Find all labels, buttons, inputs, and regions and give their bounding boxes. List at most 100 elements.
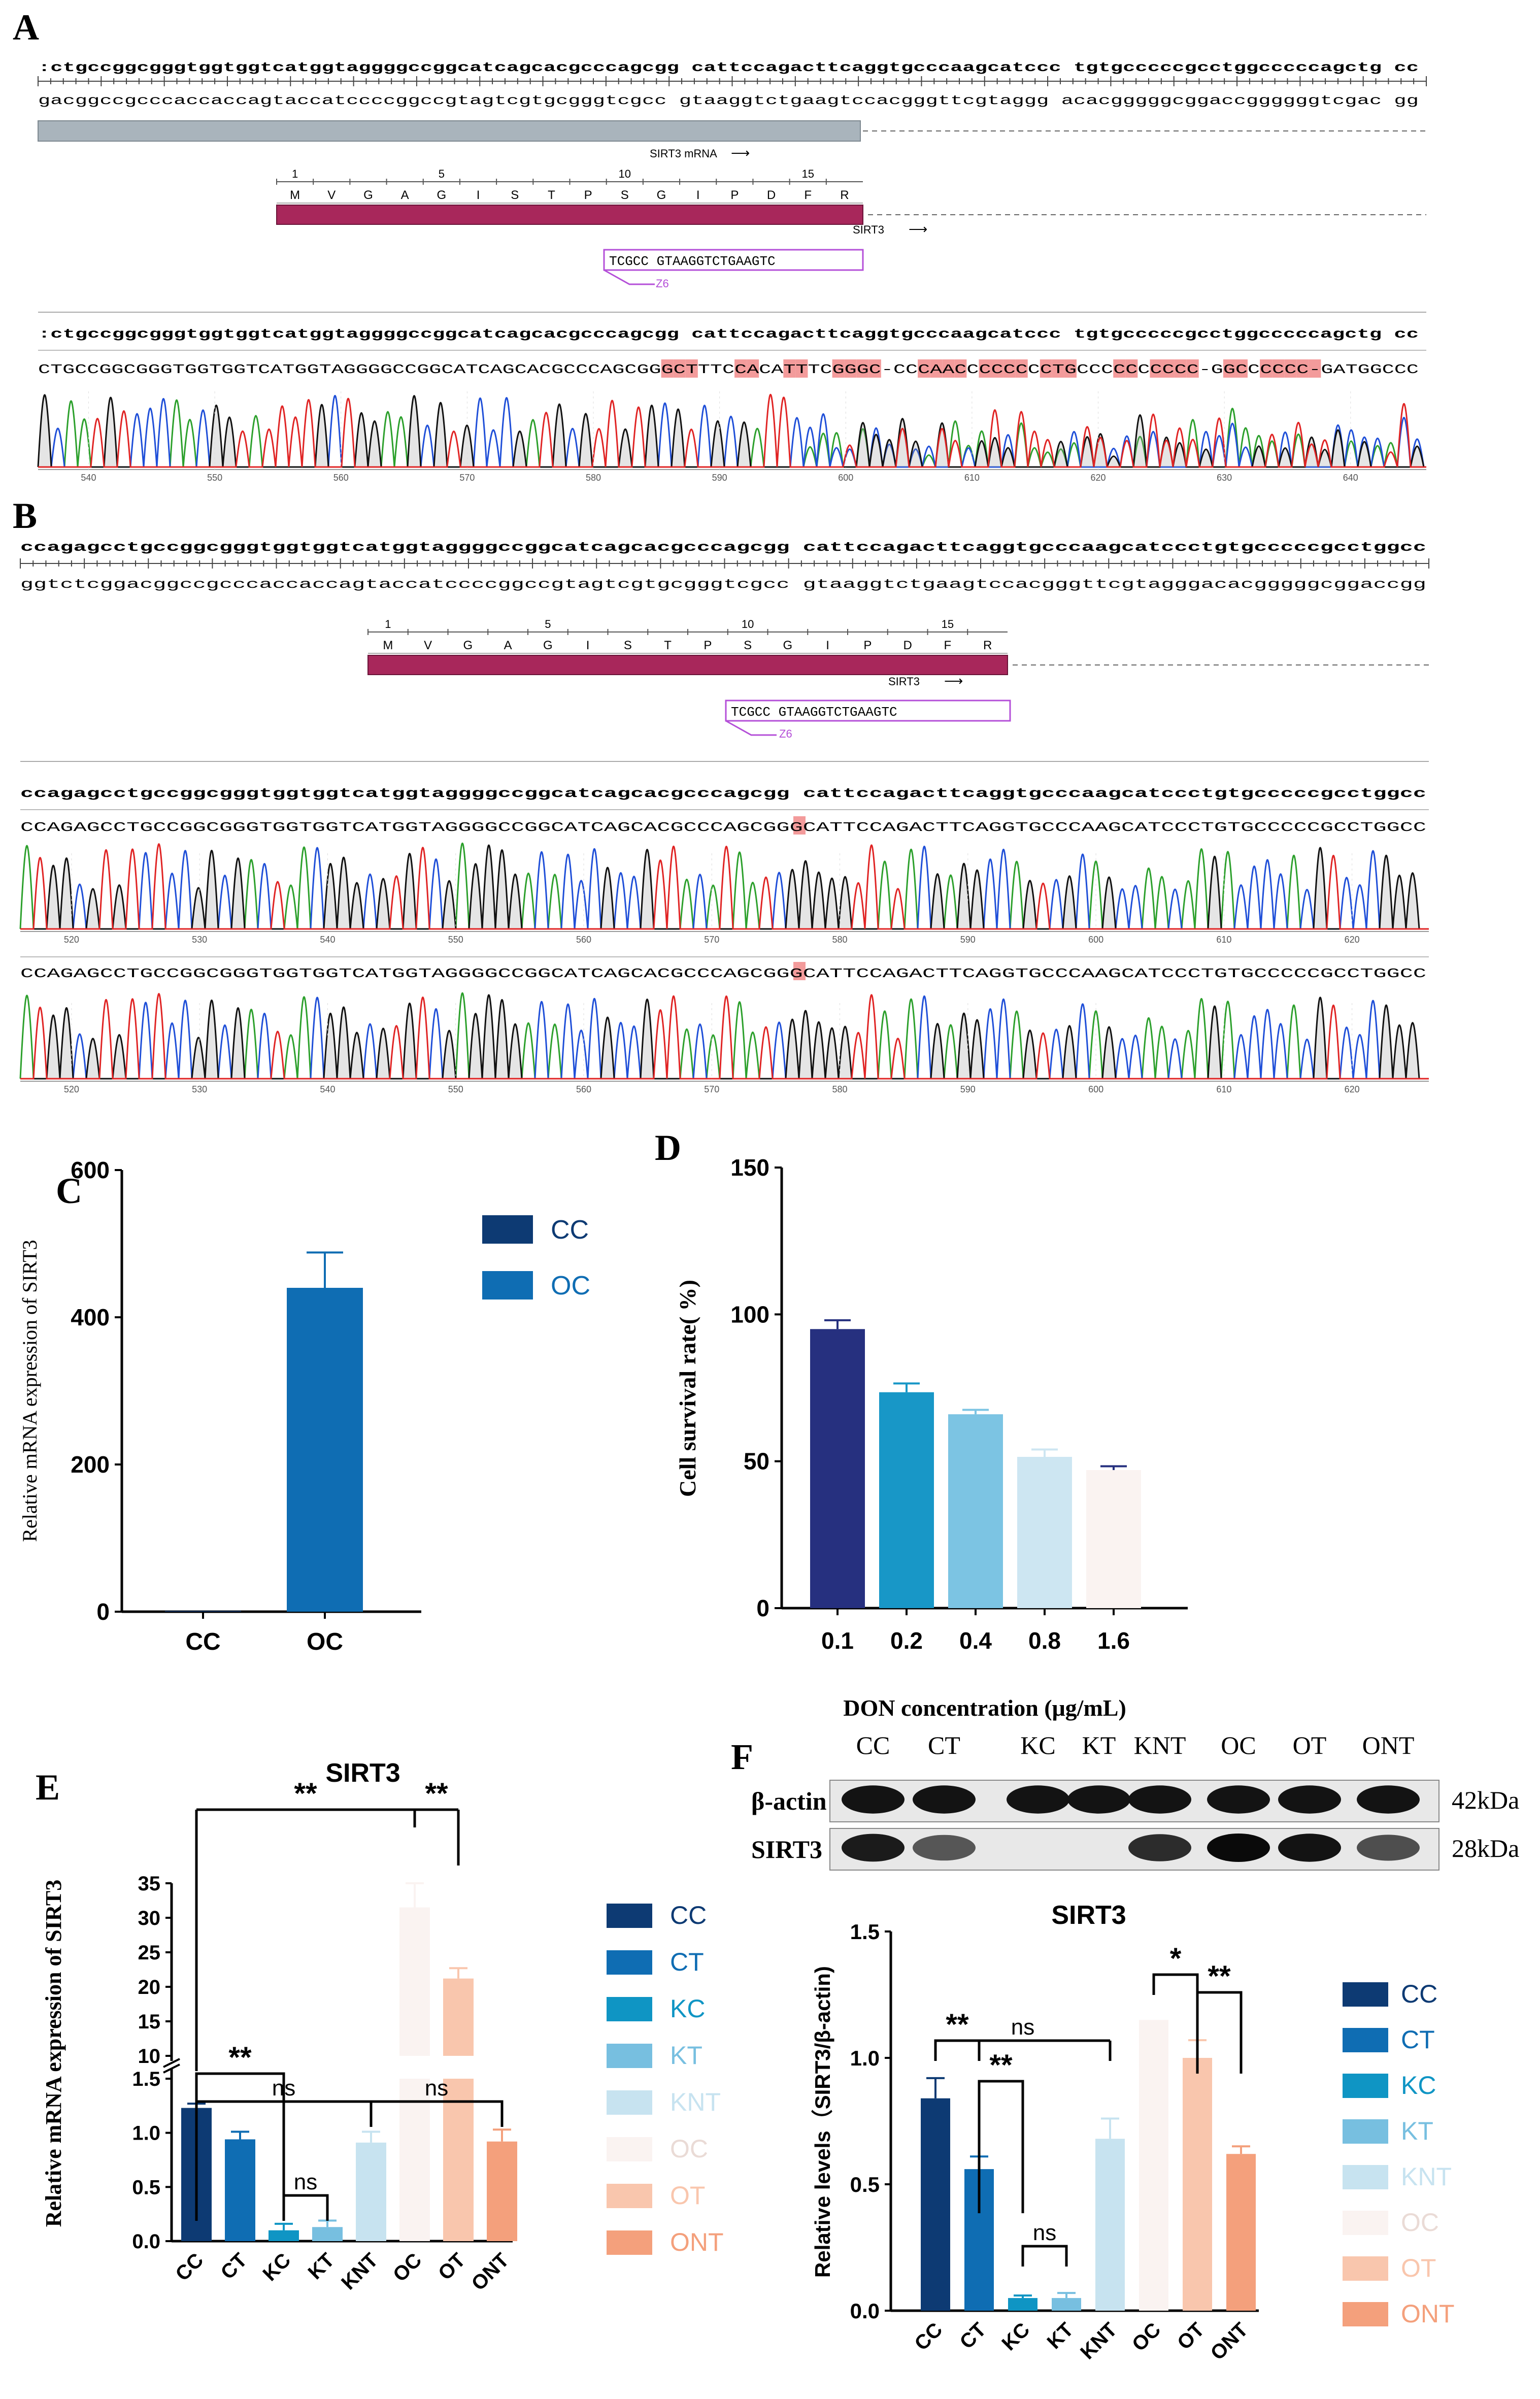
aa-letter: D xyxy=(767,188,776,202)
aa-letter: A xyxy=(504,639,512,652)
chrom-tick-label: 550 xyxy=(207,473,222,483)
chrom-tick-label: 610 xyxy=(1216,1084,1231,1094)
chrom-tick-label: 600 xyxy=(1088,935,1103,945)
chromatogram-trace xyxy=(20,845,1429,930)
d-x-tick-label: 0.4 xyxy=(959,1627,992,1654)
aa-letter: G xyxy=(363,188,373,202)
e-legend-label: KT xyxy=(670,2041,702,2070)
panel-a: A :ctgccggcgggtggtggtcatggtaggggccggcatc… xyxy=(13,7,1427,483)
blot-kda-label: 28kDa xyxy=(1452,1834,1519,1862)
significance-label: ** xyxy=(989,2049,1013,2082)
aa-letter: A xyxy=(401,188,409,202)
blot-band xyxy=(1207,1834,1270,1862)
aa-number: 10 xyxy=(742,618,754,630)
chrom-tick-label: 570 xyxy=(704,935,719,945)
significance-bracket xyxy=(282,2194,329,2221)
d-y-axis-title: Cell survival rate( %) xyxy=(675,1280,700,1497)
chrom-tick-label: 570 xyxy=(459,473,475,483)
c-bar-cc xyxy=(165,1611,241,1612)
c-legend-label: OC xyxy=(551,1271,590,1301)
panel-e-letter: E xyxy=(36,1767,60,1808)
a-ref-forward: :ctgccggcgggtggtggtcatggtaggggccggcatcag… xyxy=(38,60,1419,75)
aa-letter: G xyxy=(657,188,666,202)
aa-letter: I xyxy=(586,639,590,652)
b-ref-reverse: ggtctcggacggccgcccaccaccagtaccatccccggcc… xyxy=(20,577,1426,592)
aa-letter: T xyxy=(664,639,672,652)
chrom-tick-label: 560 xyxy=(576,1084,591,1094)
mismatch-cell xyxy=(1235,359,1248,378)
mismatch-cell xyxy=(783,359,796,378)
mismatch-cell xyxy=(1040,359,1052,378)
blot-lane-label: CC xyxy=(856,1731,890,1759)
blot-lane-label: OT xyxy=(1293,1731,1327,1759)
chromatogram-trace xyxy=(20,843,1429,930)
western-blot: CC CT KC KT KNT OC OT ONT β-actin 42kDa SIRT3 28kDa xyxy=(751,1731,1519,1871)
f-legend-label: ONT xyxy=(1401,2300,1455,2328)
b-read2-seq: CCAGAGCCTGCCGGCGGGTGGTGGTCATGGTAGGGGCCGG… xyxy=(20,966,1426,981)
f-x-tick-label: KC xyxy=(997,2318,1034,2355)
a-ruler-ticks xyxy=(38,76,1427,86)
e-bar-ot-low xyxy=(443,2079,474,2241)
mismatch-cell xyxy=(942,359,955,378)
e-legend-label: ONT xyxy=(670,2228,724,2256)
e-legend-swatch xyxy=(607,1997,652,2021)
chrom-tick-label: 540 xyxy=(320,935,335,945)
a-guide-box xyxy=(603,249,864,271)
e-y-tick-label: 1.0 xyxy=(132,2122,160,2145)
chromatogram-trace xyxy=(38,394,1426,468)
e-y-tick-label: 25 xyxy=(138,1942,161,1964)
e-bar-oc xyxy=(399,1907,430,2056)
a-mrna-label: SIRT3 mRNA xyxy=(650,147,717,160)
aa-letter: G xyxy=(437,188,447,202)
a-guide-label: Z6 xyxy=(656,277,669,290)
c-x-tick-label: OC xyxy=(307,1628,343,1655)
f-legend-label: KC xyxy=(1401,2071,1436,2100)
chrom-tick-label: 590 xyxy=(960,935,976,945)
d-y-tick-label: 100 xyxy=(730,1301,769,1327)
a-mismatch-highlights xyxy=(661,359,1321,378)
d-x-tick-label: 0.1 xyxy=(821,1627,854,1654)
a-chrom-ticks: 540 550 560 570 580 590 600 610 620 630 640 xyxy=(81,388,1358,483)
e-legend-swatch xyxy=(607,2044,652,2068)
e-bar-ot xyxy=(443,1978,474,2056)
significance-bracket xyxy=(1021,2245,1068,2267)
f-legend-label: OT xyxy=(1401,2254,1436,2282)
protein-feature-bar xyxy=(276,205,863,225)
b-read-ref: ccagagcctgccggcgggtggtggtcatggtaggggccgg… xyxy=(20,786,1426,801)
aa-letter: I xyxy=(696,188,700,202)
e-bar-kt xyxy=(312,2227,343,2241)
d-x-tick-label: 0.2 xyxy=(890,1627,923,1654)
e-y-axis-title: Relative mRNA expression of SIRT3 xyxy=(41,1880,66,2227)
e-x-tick-label: KT xyxy=(304,2249,339,2284)
a-chromatogram xyxy=(37,393,1426,468)
mismatch-cell xyxy=(1125,359,1138,378)
a-guide-seq: TCGCC GTAAGGTCTGAAGTC xyxy=(609,254,776,269)
b-guide-arrow-icon xyxy=(725,720,777,736)
blot-band xyxy=(1278,1834,1341,1862)
aa-letter: G xyxy=(463,639,473,652)
aa-letter: P xyxy=(704,639,712,652)
b-guide-label: Z6 xyxy=(779,727,792,740)
c-y-tick-label: 400 xyxy=(71,1304,110,1330)
significance-label: ** xyxy=(294,1777,317,1810)
blot-lane-label: OC xyxy=(1221,1731,1256,1759)
d-bar-0.8 xyxy=(1017,1456,1072,1608)
aa-letter: V xyxy=(424,639,432,652)
a-gene-label: SIRT3 xyxy=(853,223,884,236)
b-read2-mismatch xyxy=(793,962,806,980)
significance-bracket xyxy=(1152,1973,1199,1995)
aa-letter: G xyxy=(543,639,553,652)
panel-b: B ccagagcctgccggcgggtggtggtcatggtaggggcc… xyxy=(13,495,1429,1094)
f-y-axis-title: Relative levels（SIRT3/β-actin) xyxy=(811,1966,834,2278)
e-legend-swatch xyxy=(607,2090,652,2115)
aa-letter: S xyxy=(624,639,632,652)
f-bar-kt xyxy=(1052,2298,1081,2311)
blot-band xyxy=(1357,1785,1420,1814)
a-mrna-feature-bar xyxy=(38,120,861,142)
mismatch-cell xyxy=(979,359,991,378)
f-x-tick-label: KNT xyxy=(1076,2318,1121,2363)
blot-lane-label: KC xyxy=(1020,1731,1055,1759)
a-guide-arrow-icon xyxy=(604,269,655,285)
significance-label: ** xyxy=(425,1777,448,1810)
panel-b-letter: B xyxy=(13,495,37,536)
